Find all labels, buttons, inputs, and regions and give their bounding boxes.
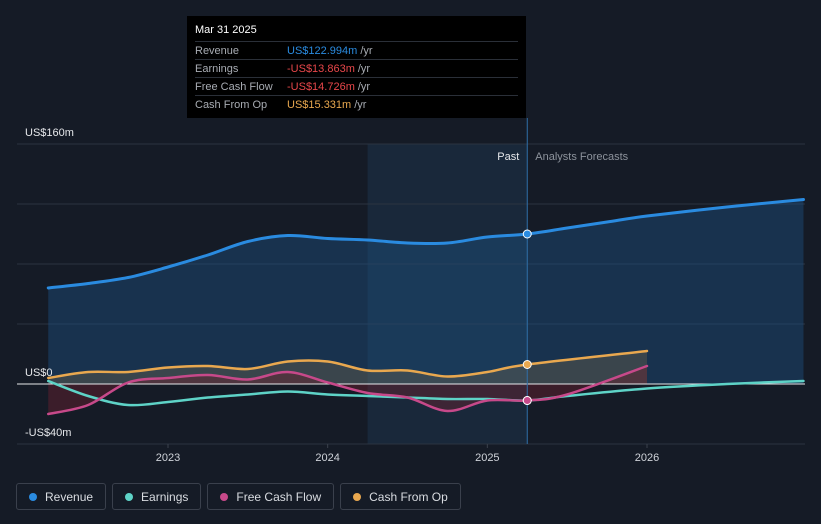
earnings-dot-icon [125, 492, 134, 501]
x-tick-label: 2026 [635, 452, 659, 464]
legend-item-earnings[interactable]: Earnings [112, 483, 202, 510]
marker-cash-from-op [522, 360, 532, 369]
tooltip-unit: /yr [354, 98, 367, 111]
y-tick-label: -US$40m [25, 427, 71, 439]
tooltip-row-free-cash-flow: Free Cash Flow -US$14.726m /yr [195, 77, 518, 95]
tooltip-row-earnings: Earnings -US$13.863m /yr [195, 59, 518, 77]
x-tick-label: 2025 [475, 452, 499, 464]
y-tick-label: US$160m [25, 127, 74, 139]
tooltip-label: Earnings [195, 62, 239, 75]
legend-item-free-cash-flow[interactable]: Free Cash Flow [207, 483, 335, 510]
legend-label: Earnings [141, 489, 189, 504]
marker-free-cash-flow [522, 396, 532, 405]
past-region-shade [367, 144, 528, 444]
legend-label: Cash From Op [369, 489, 448, 504]
tooltip-unit: /yr [360, 44, 373, 57]
tooltip-label: Cash From Op [195, 98, 268, 111]
series-line-cash-from-op [47, 349, 649, 380]
tooltip-unit: /yr [357, 80, 371, 93]
y-tick-label: US$0 [25, 367, 53, 379]
legend-item-revenue[interactable]: Revenue [16, 483, 107, 510]
past-label: Past [497, 151, 519, 163]
tooltip-date: Mar 31 2025 [195, 24, 257, 36]
revenue-dot-icon [29, 492, 37, 501]
tooltip-value: -US$13.863m [287, 62, 355, 75]
series-line-revenue [46, 198, 805, 290]
tooltip-label: Free Cash Flow [195, 80, 273, 93]
free-cash-flow-dot-icon [220, 492, 229, 501]
legend-item-cash-from-op[interactable]: Cash From Op [340, 483, 461, 510]
tooltip-row-revenue: Revenue US$122.994m /yr [195, 41, 518, 59]
tooltip-value: -US$14.726m [287, 80, 355, 93]
legend-label: Free Cash Flow [236, 489, 322, 504]
tooltip-row-cash-from-op: Cash From Op US$15.331m /yr [195, 95, 518, 113]
chart-tooltip: Mar 31 2025 Revenue US$122.994m /yr Earn… [187, 16, 526, 118]
tooltip-value: US$15.331m [287, 98, 352, 111]
free-cash-flow-area [48, 366, 647, 414]
chart-legend: Revenue Earnings Free Cash Flow Cash Fro… [16, 483, 461, 510]
x-tick-label: 2024 [315, 452, 339, 464]
tooltip-label: Revenue [195, 44, 240, 57]
x-tick-label: 2023 [156, 452, 180, 464]
marker-revenue [522, 229, 532, 239]
forecast-label: Analysts Forecasts [535, 151, 628, 163]
series-line-earnings [47, 379, 805, 407]
cash-from-op-dot-icon [353, 492, 362, 501]
legend-label: Revenue [45, 489, 94, 504]
tooltip-value: US$122.994m [287, 44, 358, 57]
tooltip-unit: /yr [357, 62, 371, 75]
